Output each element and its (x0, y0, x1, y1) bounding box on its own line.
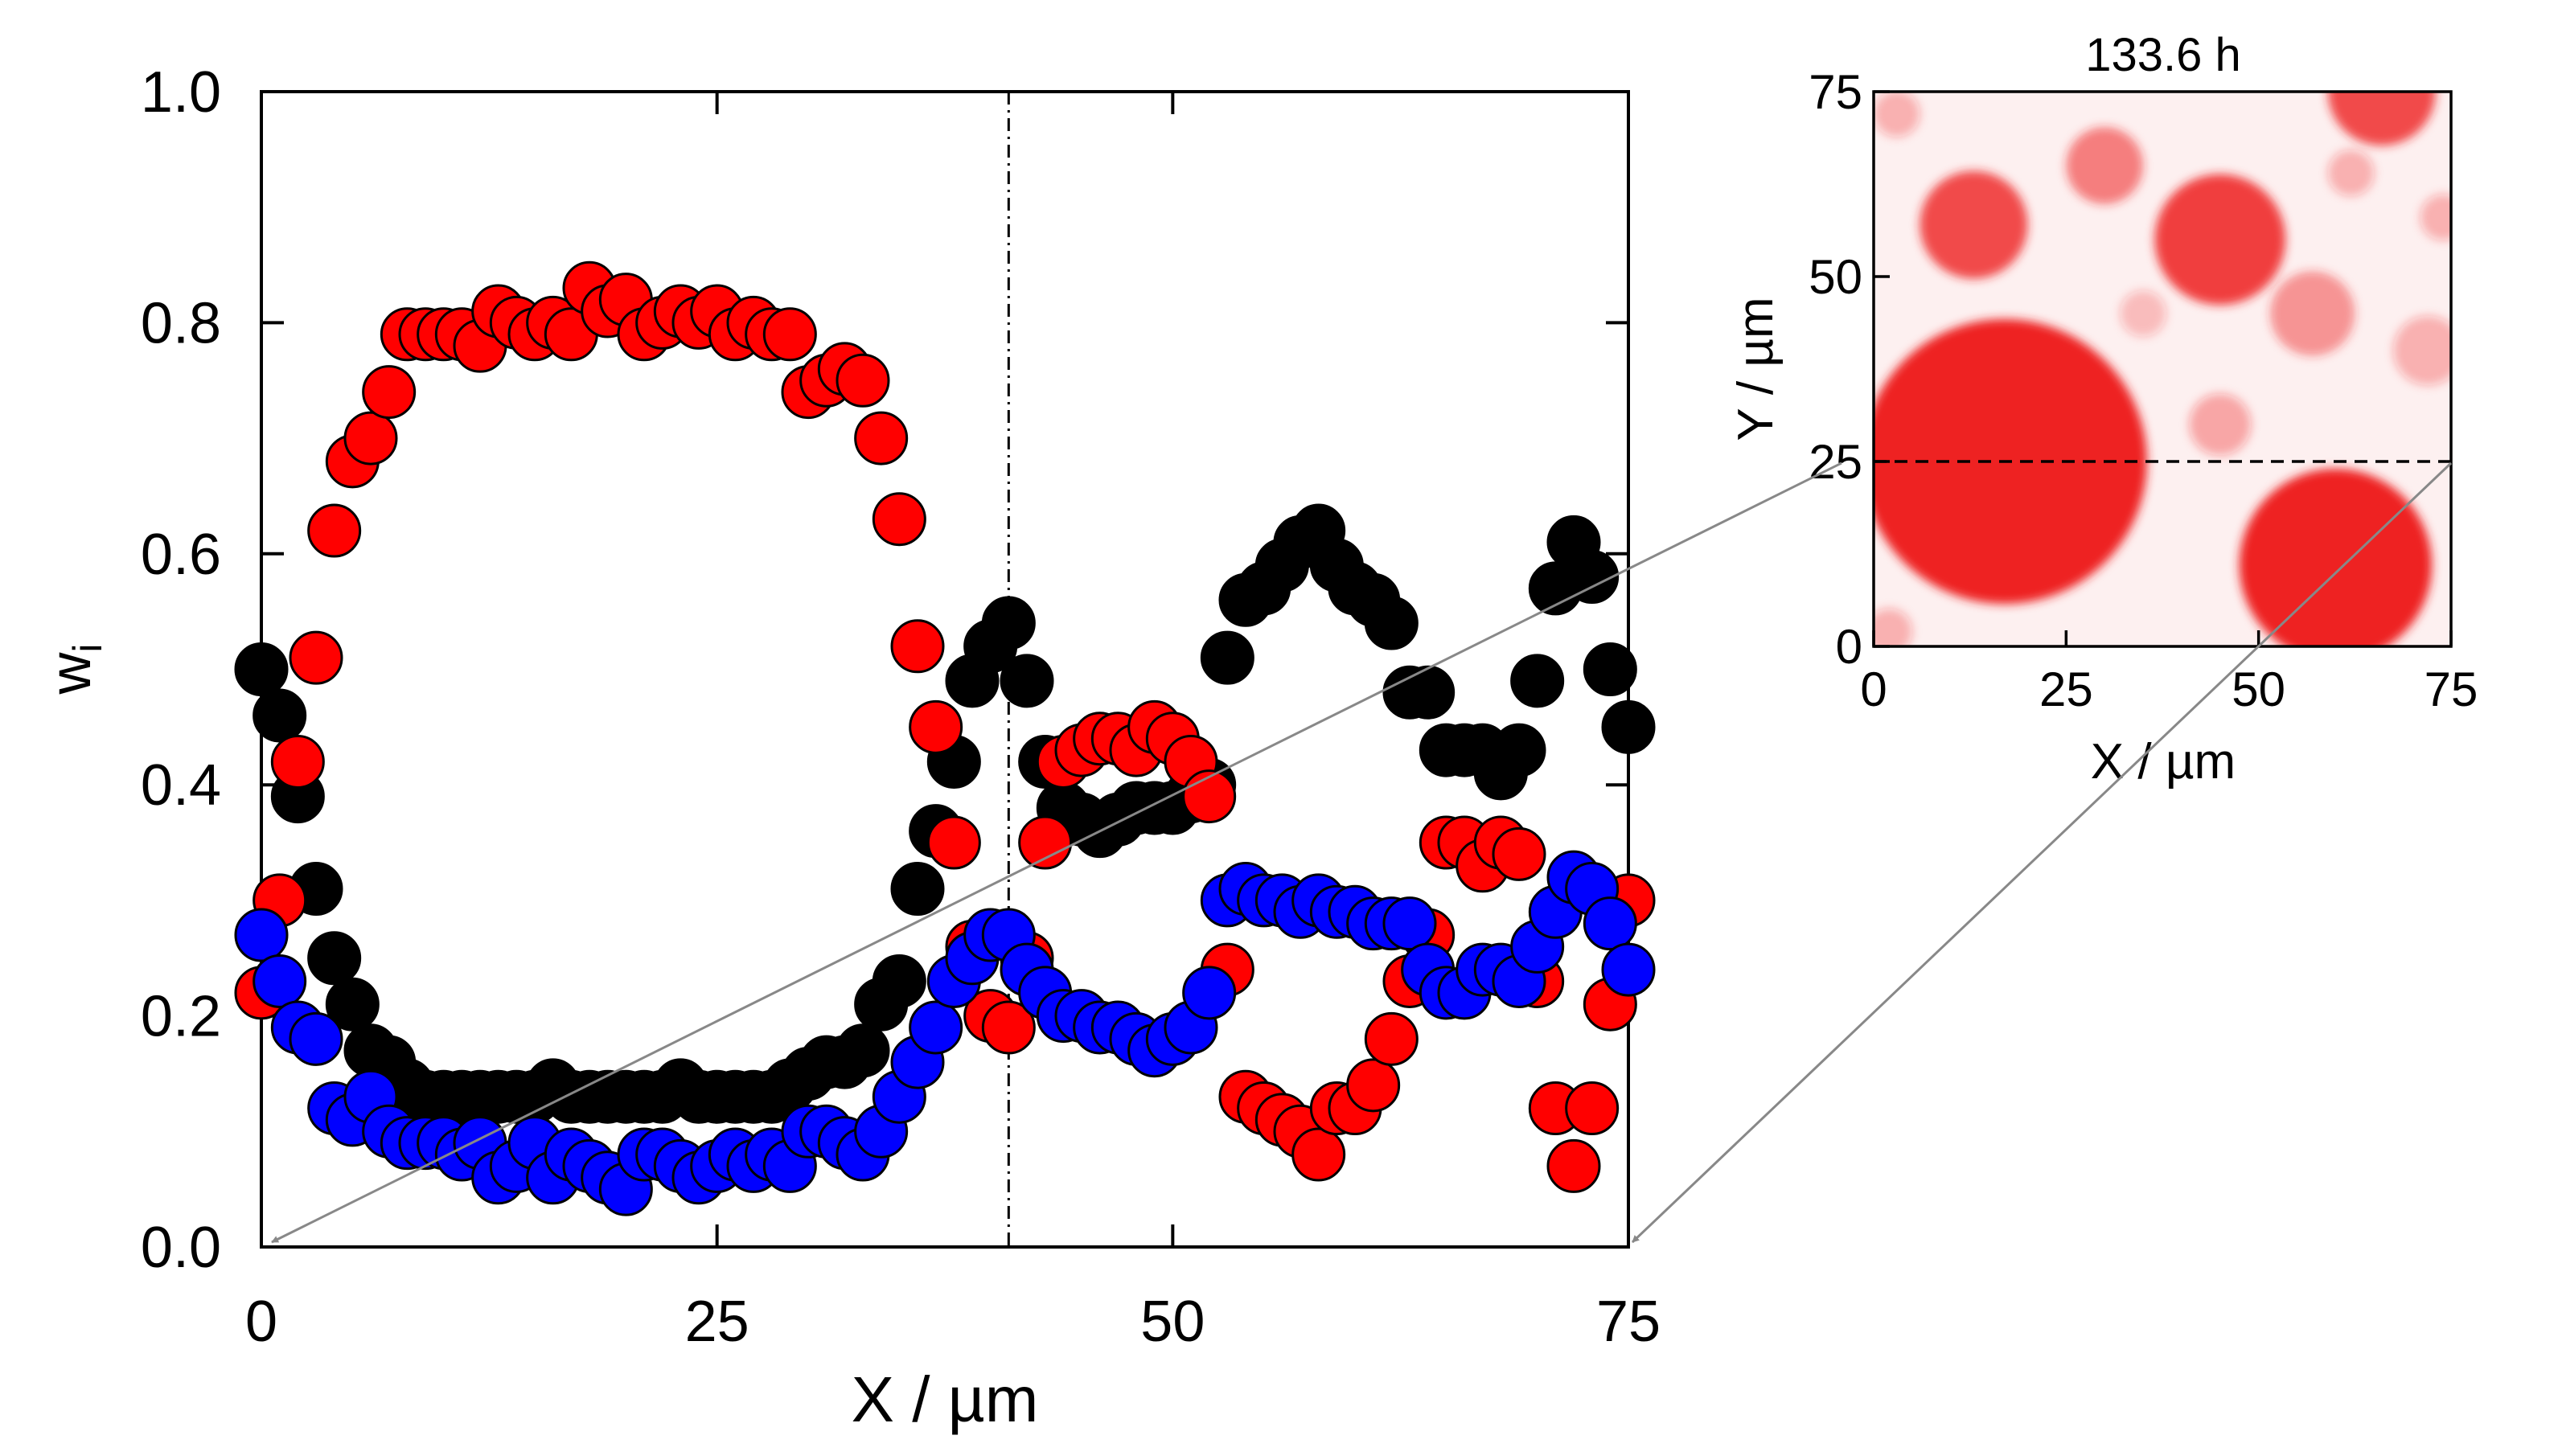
point-black (1364, 596, 1419, 650)
x-tick-label: 75 (1596, 1290, 1661, 1354)
point-red (854, 411, 909, 466)
y-tick-label: 0.6 (141, 523, 221, 587)
inset-x-tick-label: 50 (2232, 662, 2285, 716)
x-tick-label: 50 (1140, 1290, 1205, 1354)
point-red (1546, 1138, 1601, 1193)
inset-y-tick-label: 50 (1809, 250, 1862, 304)
inset-y-tick-label: 25 (1809, 435, 1862, 489)
x-tick-label: 25 (685, 1290, 749, 1354)
point-red (981, 1000, 1036, 1055)
y-tick-label: 0.0 (141, 1216, 221, 1280)
point-black (234, 642, 289, 696)
point-red (1492, 826, 1546, 881)
inset-x-axis-label: X / µm (2091, 734, 2236, 790)
point-red (1364, 1011, 1419, 1066)
point-red (1346, 1058, 1401, 1113)
data-points (234, 260, 1656, 1216)
main-x-axis-label: X / µm (852, 1364, 1039, 1435)
connector-arrow-left (271, 461, 1842, 1244)
inset-axis-ticks (1872, 90, 2453, 648)
domain-blob (2420, 194, 2451, 241)
point-black (1601, 699, 1656, 754)
inset-x-tick-label: 75 (2425, 662, 2478, 716)
domain-blob (2066, 127, 2144, 204)
domain-blob (2154, 174, 2286, 306)
point-blue (1382, 896, 1437, 951)
y-tick-label: 1.0 (141, 60, 221, 125)
point-black (836, 1023, 890, 1078)
point-red (1291, 1127, 1346, 1182)
y-tick-label: 0.4 (141, 753, 221, 818)
point-black (1401, 665, 1456, 720)
point-red (1018, 815, 1073, 870)
point-black (1492, 723, 1546, 777)
point-black (307, 931, 362, 986)
point-red (1182, 769, 1237, 824)
y-label-main: w (39, 652, 103, 695)
domain-blob (2327, 150, 2375, 196)
point-red (836, 353, 890, 408)
y-label-subscript: i (65, 643, 110, 652)
main-y-tick-labels: 0.0 0.2 0.4 0.6 0.8 1.0 (141, 60, 221, 1280)
domain-blob (2120, 290, 2166, 337)
point-red (926, 815, 981, 870)
inset-y-axis-label: Y / µm (1728, 297, 1784, 441)
inset-x-tick-labels: 0 25 50 75 (1860, 662, 2478, 716)
domain-blob (2393, 315, 2451, 386)
inset-x-tick-label: 0 (1860, 662, 1887, 716)
inset-title: 133.6 h (2085, 29, 2241, 81)
x-tick-label: 0 (245, 1290, 277, 1354)
point-red (762, 307, 817, 362)
point-red (872, 492, 926, 547)
point-black (1565, 550, 1620, 605)
point-red (289, 630, 343, 685)
inset-frame (1872, 90, 2453, 648)
point-red (362, 365, 417, 420)
domain-blob (2189, 393, 2252, 456)
point-blue (1182, 966, 1237, 1020)
inset-y-tick-label: 75 (1809, 65, 1862, 119)
point-black (1510, 654, 1565, 708)
point-black (890, 862, 945, 917)
point-black (1200, 630, 1254, 685)
connector-arrow-right (1631, 461, 2453, 1244)
domain-blob (1920, 170, 2028, 279)
domain-blob (2239, 469, 2433, 646)
point-blue (909, 1000, 963, 1055)
y-tick-label: 0.8 (141, 291, 221, 355)
point-black (253, 688, 307, 743)
point-black (325, 977, 380, 1032)
point-red (270, 734, 325, 789)
point-black (872, 954, 926, 1008)
point-red (343, 411, 398, 466)
point-blue (1583, 896, 1637, 951)
point-blue (234, 908, 289, 962)
point-red (1565, 1081, 1620, 1136)
main-y-axis-label: wi (39, 643, 110, 695)
point-black (981, 596, 1036, 650)
point-red (890, 619, 945, 674)
series-blue (234, 850, 1656, 1216)
inset-x-tick-label: 25 (2039, 662, 2093, 716)
domain-blob (1874, 608, 1912, 646)
inset-y-tick-label: 0 (1836, 620, 1862, 674)
point-blue (1601, 942, 1656, 997)
point-black (1000, 654, 1054, 708)
point-blue (289, 1011, 343, 1066)
point-black (1583, 642, 1637, 696)
y-tick-label: 0.2 (141, 985, 221, 1049)
domain-blob (2270, 271, 2355, 356)
domain-blob (1874, 92, 1920, 137)
point-blue (253, 954, 307, 1008)
point-red (909, 699, 963, 754)
main-x-tick-labels: 0 25 50 75 (245, 1290, 1661, 1354)
inset-y-tick-labels: 0 25 50 75 (1809, 65, 1862, 674)
domain-blob (2327, 92, 2436, 146)
point-red (307, 503, 362, 558)
